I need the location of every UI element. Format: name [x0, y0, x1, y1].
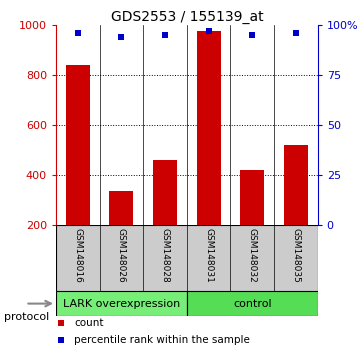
Point	[293, 30, 299, 36]
Text: control: control	[233, 298, 271, 309]
Text: protocol: protocol	[4, 312, 49, 322]
Point	[58, 337, 64, 343]
Text: GSM148016: GSM148016	[73, 228, 82, 283]
Point	[162, 32, 168, 38]
Text: GSM148031: GSM148031	[204, 228, 213, 283]
Bar	[109, 191, 133, 225]
Text: GSM148035: GSM148035	[291, 228, 300, 283]
Point	[118, 34, 124, 40]
Bar	[240, 170, 264, 225]
Text: GSM148028: GSM148028	[161, 228, 170, 283]
Bar	[56, 291, 187, 316]
Text: count: count	[74, 318, 104, 328]
Bar	[187, 291, 318, 316]
Text: percentile rank within the sample: percentile rank within the sample	[74, 335, 250, 345]
Text: LARK overexpression: LARK overexpression	[63, 298, 180, 309]
Title: GDS2553 / 155139_at: GDS2553 / 155139_at	[110, 10, 263, 24]
Point	[58, 320, 64, 325]
Text: GSM148032: GSM148032	[248, 228, 257, 283]
Point	[75, 30, 81, 36]
Point	[249, 32, 255, 38]
Bar	[197, 31, 221, 225]
Point	[206, 28, 212, 34]
Bar	[284, 145, 308, 225]
Bar	[66, 65, 90, 225]
Text: GSM148026: GSM148026	[117, 228, 126, 283]
Bar	[153, 160, 177, 225]
